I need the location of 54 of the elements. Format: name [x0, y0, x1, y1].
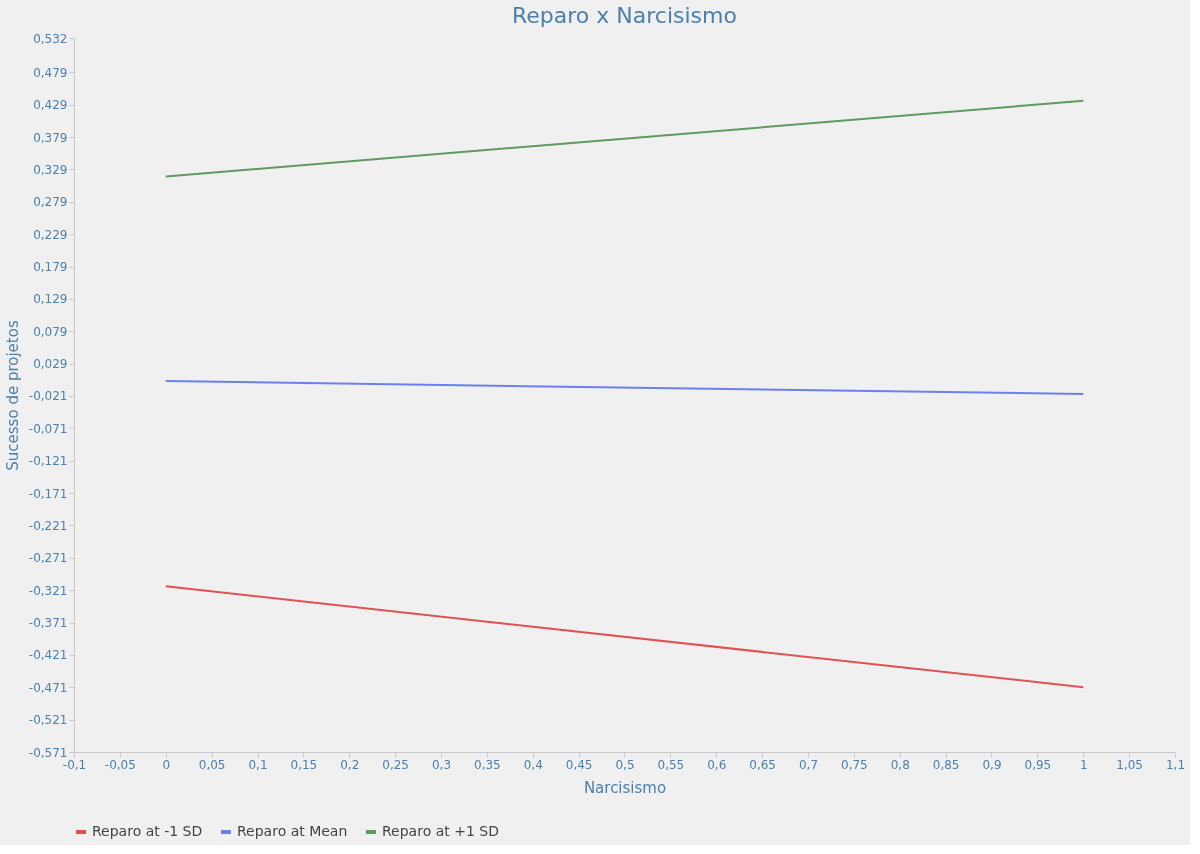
y-axis-title: Sucesso de projetos [3, 320, 22, 471]
x-tick-label: 0,7 [798, 757, 819, 772]
y-tick-label: -0,271 [28, 551, 68, 566]
x-tick-label: 1 [1079, 757, 1088, 772]
y-tick-label: -0,221 [28, 518, 68, 533]
x-axis-title: Narcisismo [583, 778, 667, 797]
y-tick-label: -0,571 [28, 745, 68, 760]
x-tick-label: 0 [162, 757, 171, 772]
y-tick-label: 0,379 [33, 130, 68, 145]
x-tick-label: 0,9 [982, 757, 1002, 772]
x-tick-label: -0,1 [62, 757, 87, 772]
y-tick-label: 0,229 [33, 227, 68, 242]
y-tick-label: 0,079 [33, 324, 68, 339]
x-tick-label: -0,05 [104, 757, 136, 772]
y-tick-label: -0,421 [28, 648, 68, 663]
x-tick-label: 0,95 [1024, 757, 1052, 772]
y-tick-label: 0,532 [33, 31, 68, 46]
y-tick-label: -0,371 [28, 616, 68, 631]
x-tick-label: 1,1 [1165, 757, 1186, 772]
legend-label: Reparo at Mean [237, 823, 348, 839]
x-tick-label: 0,55 [657, 757, 685, 772]
x-tick-label: 0,1 [248, 757, 268, 772]
y-tick-label: -0,321 [28, 583, 68, 598]
x-tick-label: 0,6 [707, 757, 727, 772]
x-tick-label: 0,3 [431, 757, 452, 772]
legend-label: Reparo at -1 SD [92, 823, 203, 839]
y-tick-label: -0,121 [28, 454, 68, 469]
x-tick-label: 0,8 [890, 757, 910, 772]
y-tick-label: -0,171 [28, 486, 68, 501]
y-tick-label: -0,071 [28, 421, 68, 436]
x-tick-label: 0,25 [382, 757, 409, 772]
x-tick-label: 0,85 [932, 757, 960, 772]
y-tick-label: 0,179 [33, 260, 68, 275]
x-tick-label: 1,05 [1116, 757, 1143, 772]
y-tick-label: -0,521 [28, 713, 68, 728]
x-tick-label: 0,65 [749, 757, 776, 772]
legend-label: Reparo at +1 SD [382, 823, 499, 839]
x-tick-label: 0,2 [340, 757, 360, 772]
chart-title: Reparo x Narcisismo [512, 3, 737, 28]
y-tick-label: 0,029 [33, 357, 68, 372]
x-tick-label: 0,05 [198, 757, 226, 772]
x-tick-label: 0,15 [290, 757, 318, 772]
y-tick-label: 0,429 [33, 98, 68, 113]
y-tick-label: 0,279 [33, 195, 68, 210]
x-tick-label: 0,75 [841, 757, 868, 772]
y-tick-label: -0,471 [28, 680, 68, 695]
y-tick-label: 0,479 [33, 65, 68, 80]
x-tick-label: 0,45 [565, 757, 593, 772]
x-tick-label: 0,5 [615, 757, 635, 772]
x-tick-label: 0,4 [523, 757, 543, 772]
y-tick-label: -0,021 [28, 389, 68, 404]
y-tick-label: 0,129 [33, 292, 68, 307]
y-tick-label: 0,329 [33, 162, 68, 177]
x-tick-label: 0,35 [474, 757, 501, 772]
